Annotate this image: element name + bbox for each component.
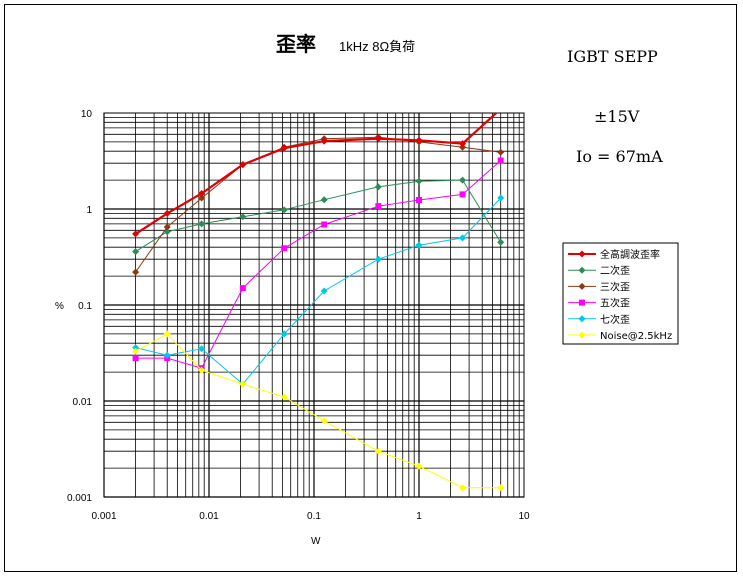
series-1 — [132, 176, 505, 256]
data-point — [163, 209, 171, 217]
data-point — [415, 241, 423, 249]
data-point — [416, 197, 422, 204]
series-line — [135, 179, 502, 253]
data-point — [280, 393, 288, 401]
plot-series — [132, 106, 505, 492]
y-tick-label: 0.01 — [73, 397, 93, 408]
data-point — [320, 137, 328, 145]
data-point — [374, 447, 382, 455]
legend-box — [562, 242, 679, 345]
legend-label: 五次歪 — [600, 297, 630, 310]
data-point — [280, 206, 288, 214]
data-point — [459, 143, 467, 151]
series-line — [135, 113, 498, 235]
data-point — [375, 203, 382, 210]
data-point — [459, 140, 467, 148]
data-point — [280, 144, 288, 152]
data-point — [198, 345, 206, 353]
series-3 — [132, 157, 504, 372]
annotation-idle-current: Io = 67mA — [576, 147, 663, 166]
x-tick-label: 1 — [416, 511, 422, 522]
data-point — [497, 157, 504, 164]
data-point — [163, 351, 171, 359]
data-point — [497, 484, 505, 492]
data-point — [321, 221, 328, 228]
y-tick-label: 1 — [86, 205, 92, 216]
legend-label: 全高調波歪率 — [600, 248, 660, 261]
legend-marker — [578, 282, 586, 290]
legend-marker — [579, 299, 585, 306]
data-point — [459, 176, 467, 184]
data-point — [198, 190, 206, 198]
data-point — [497, 194, 505, 202]
series-0 — [132, 106, 504, 238]
data-point — [132, 268, 140, 276]
x-tick-label: 10 — [518, 511, 530, 522]
annotation-device: IGBT SEPP — [567, 47, 658, 66]
data-point — [497, 148, 505, 156]
data-point — [497, 106, 504, 113]
data-point — [374, 183, 382, 191]
data-point — [281, 245, 288, 252]
data-point — [198, 194, 206, 202]
data-point — [132, 344, 140, 352]
data-point — [320, 417, 328, 425]
data-point — [239, 161, 247, 169]
data-point — [132, 230, 140, 238]
data-point — [374, 255, 382, 263]
series-line — [135, 333, 501, 489]
data-point — [198, 220, 206, 228]
plot-grid — [103, 112, 525, 498]
data-point — [239, 285, 246, 292]
data-point — [239, 213, 247, 221]
data-point — [163, 223, 171, 231]
data-point — [497, 238, 505, 246]
data-point — [459, 234, 467, 242]
data-point — [239, 380, 247, 388]
legend-label: Noise@2.5kHz — [600, 331, 672, 342]
data-point — [132, 347, 140, 355]
y-tick-label: 0.001 — [67, 493, 92, 504]
data-point — [415, 177, 423, 185]
y-tick-label: 10 — [81, 109, 93, 120]
data-point — [459, 191, 466, 198]
y-tick-label: 0.1 — [78, 301, 92, 312]
data-point — [132, 248, 140, 256]
data-point — [320, 287, 328, 295]
legend-marker — [578, 331, 586, 339]
data-point — [459, 484, 467, 492]
chart-title: 歪率 — [276, 32, 316, 56]
series-line — [135, 160, 502, 369]
legend-marker — [578, 250, 586, 258]
data-point — [163, 330, 171, 338]
data-point — [415, 136, 423, 144]
legend-label: 三次歪 — [600, 280, 630, 293]
x-tick-label: 0.001 — [91, 511, 116, 522]
legend-marker — [578, 315, 586, 323]
chart-subtitle: 1kHz 8Ω負荷 — [339, 39, 415, 54]
legend-label: 二次歪 — [600, 264, 630, 277]
x-axis-label: W — [311, 536, 321, 547]
data-point — [132, 355, 139, 362]
legend-label: 七次歪 — [600, 313, 630, 326]
data-point — [415, 462, 423, 470]
y-axis-label: % — [55, 301, 64, 312]
series-5 — [132, 330, 505, 492]
x-tick-label: 0.01 — [199, 511, 219, 522]
x-tick-label: 0.1 — [307, 511, 321, 522]
series-line — [135, 136, 501, 273]
data-point — [198, 366, 206, 374]
data-point — [320, 196, 328, 204]
axis-ticks: 0.001 0.01 0.1 1 10 0.001 0.01 0.1 1 10 — [67, 109, 530, 522]
legend-marker — [578, 266, 586, 274]
annotation-supply: ±15V — [594, 107, 640, 126]
data-point — [374, 135, 382, 143]
data-point — [280, 330, 288, 338]
